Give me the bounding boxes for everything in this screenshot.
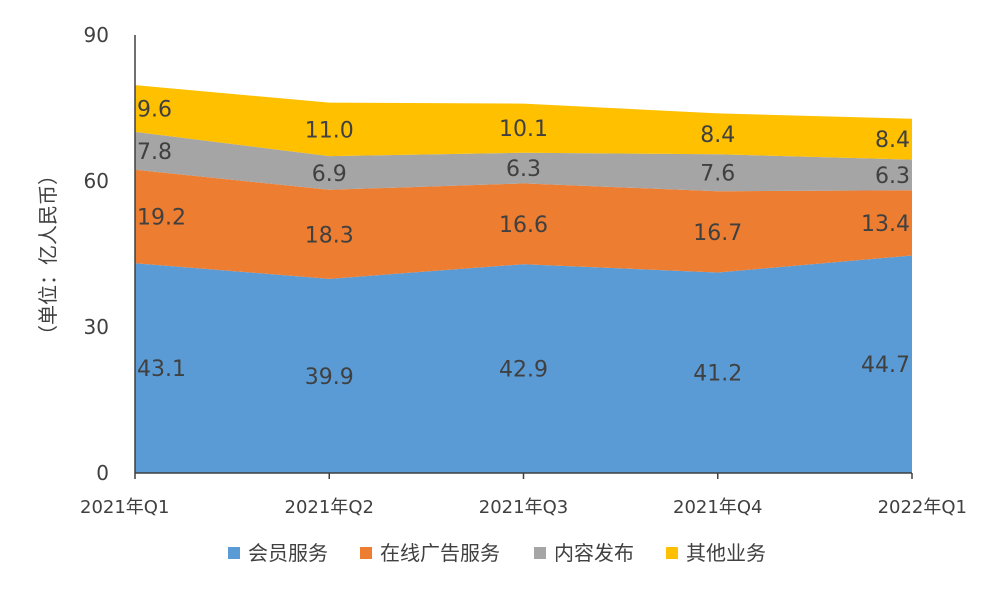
data-label: 8.4 bbox=[875, 128, 910, 153]
data-label: 43.1 bbox=[137, 357, 186, 382]
data-label: 18.3 bbox=[305, 223, 354, 248]
y-axis-title: （单位：亿人民币） bbox=[36, 165, 60, 345]
area-series-2 bbox=[135, 169, 912, 279]
data-label: 6.9 bbox=[312, 162, 347, 187]
x-tick-label: 2021年Q1 bbox=[80, 497, 169, 518]
data-label: 13.4 bbox=[861, 212, 910, 237]
data-label: 6.3 bbox=[506, 157, 541, 182]
y-tick-labels: 0 30 60 90 bbox=[84, 23, 109, 485]
x-tick-label: 2022年Q1 bbox=[878, 497, 967, 518]
data-label: 39.9 bbox=[305, 365, 354, 390]
data-labels: 43.1 39.9 42.9 41.2 44.7 19.2 18.3 16.6 16.7 13.4… bbox=[137, 97, 910, 389]
data-label: 8.4 bbox=[700, 123, 735, 148]
legend-swatch bbox=[534, 547, 546, 559]
y-tick-label: 90 bbox=[84, 23, 109, 47]
data-label: 16.7 bbox=[693, 221, 742, 246]
data-label: 10.1 bbox=[499, 117, 548, 142]
area-series-1 bbox=[135, 255, 912, 473]
area-layers bbox=[135, 85, 912, 473]
data-label: 44.7 bbox=[861, 353, 910, 378]
legend-swatch bbox=[360, 547, 372, 559]
legend-label: 其他业务 bbox=[686, 541, 766, 565]
x-tick-labels: 2021年Q1 2021年Q2 2021年Q3 2021年Q4 2022年Q1 bbox=[80, 473, 967, 518]
data-label: 16.6 bbox=[499, 213, 548, 238]
legend: 会员服务 在线广告服务 内容发布 其他业务 bbox=[228, 541, 766, 565]
legend-label: 会员服务 bbox=[248, 541, 328, 565]
data-label: 6.3 bbox=[875, 164, 910, 189]
data-label: 19.2 bbox=[137, 206, 186, 231]
legend-label: 在线广告服务 bbox=[380, 541, 500, 565]
legend-swatch bbox=[228, 547, 240, 559]
area-series-4 bbox=[135, 85, 912, 160]
data-label: 7.8 bbox=[137, 140, 172, 165]
data-label: 11.0 bbox=[305, 118, 354, 143]
y-tick-label: 0 bbox=[96, 461, 109, 485]
x-tick-label: 2021年Q2 bbox=[285, 497, 374, 518]
area-series-3 bbox=[135, 131, 912, 192]
x-tick-label: 2021年Q4 bbox=[673, 497, 762, 518]
legend-swatch bbox=[666, 547, 678, 559]
data-label: 41.2 bbox=[693, 362, 742, 387]
x-tick-label: 2021年Q3 bbox=[479, 497, 568, 518]
y-tick-label: 60 bbox=[84, 169, 109, 193]
data-label: 7.6 bbox=[700, 162, 735, 187]
y-tick-label: 30 bbox=[84, 315, 109, 339]
data-label: 42.9 bbox=[499, 358, 548, 383]
legend-label: 内容发布 bbox=[554, 541, 634, 565]
data-label: 9.6 bbox=[137, 97, 172, 122]
